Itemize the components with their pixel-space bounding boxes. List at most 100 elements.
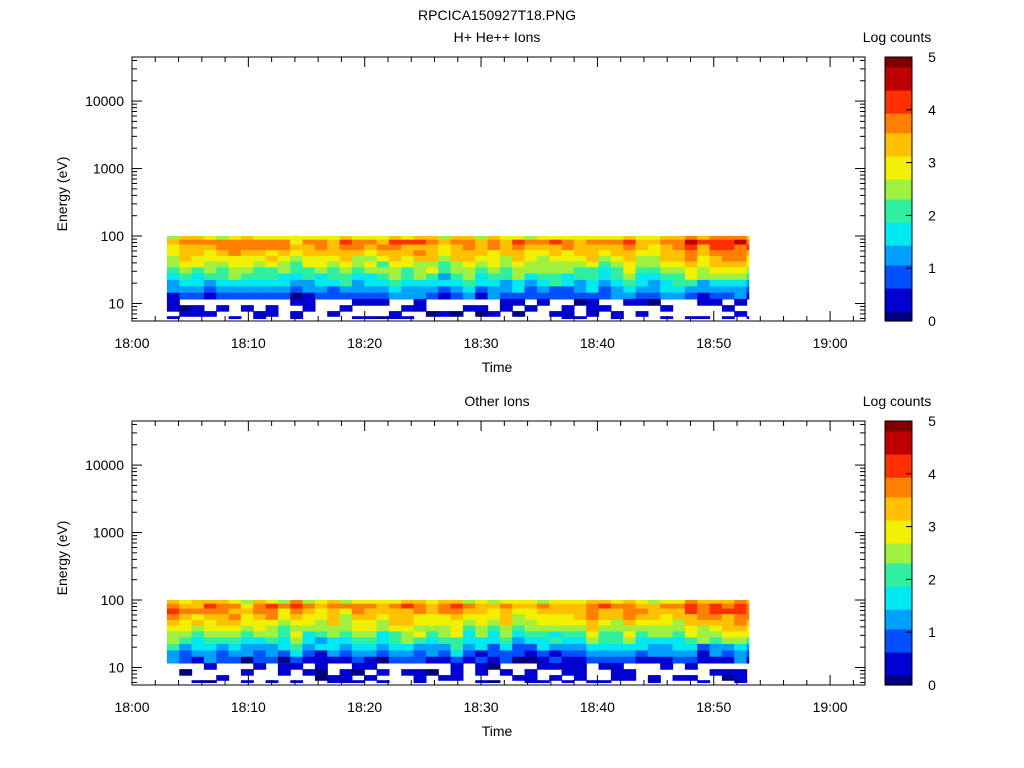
spectrogram-cell <box>475 279 489 288</box>
spectrogram-cell <box>314 255 328 263</box>
spectrogram-cell <box>401 656 415 664</box>
colorbar-swatch <box>885 212 912 216</box>
spectrogram-cell <box>302 298 316 306</box>
colorbar-swatch <box>885 136 912 141</box>
spectrogram-cell <box>265 239 279 246</box>
spectrogram-cell <box>253 603 267 610</box>
spectrogram-cell <box>376 286 390 294</box>
colorbar-label: Log counts <box>863 393 932 409</box>
spectrogram-cell <box>524 603 538 610</box>
spectrogram-cell <box>450 614 464 621</box>
spectrogram-cell <box>438 650 452 658</box>
spectrogram-cell <box>610 286 624 294</box>
spectrogram-cell <box>277 286 291 294</box>
spectrogram-cell <box>499 603 513 610</box>
spectrogram-cell <box>524 267 538 275</box>
spectrogram-cell <box>697 637 711 645</box>
spectrogram-cell <box>364 316 378 320</box>
spectrogram-cell <box>388 255 402 263</box>
spectrogram-cell <box>647 619 661 627</box>
colorbar-swatch <box>885 291 912 296</box>
spectrogram-cell <box>240 625 254 632</box>
spectrogram-cell <box>684 637 698 645</box>
spectrogram-cell <box>364 298 378 306</box>
y-axis-label: Energy (eV) <box>54 157 70 232</box>
spectrogram-cell <box>290 650 304 658</box>
spectrogram-cell <box>327 292 341 300</box>
spectrogram-cell <box>647 643 661 652</box>
spectrogram-cell <box>499 292 513 300</box>
spectrogram-cell <box>475 637 489 645</box>
spectrogram-cell <box>475 662 489 670</box>
spectrogram-cell <box>401 236 415 241</box>
spectrogram-cell <box>462 236 476 241</box>
spectrogram-cell <box>327 600 341 605</box>
spectrogram-cell <box>536 656 550 664</box>
spectrogram-cell <box>660 643 674 652</box>
spectrogram-cell <box>660 614 674 621</box>
spectrogram-cell <box>697 236 711 241</box>
colorbar-swatch <box>885 241 912 246</box>
spectrogram-cell <box>721 273 735 281</box>
spectrogram-cell <box>721 656 735 664</box>
spectrogram-cell <box>388 261 402 268</box>
colorbar-swatch <box>885 175 912 180</box>
spectrogram-cell <box>475 680 489 684</box>
spectrogram-cell <box>401 608 415 615</box>
spectrogram-cell <box>216 255 230 263</box>
spectrogram-cell <box>425 255 439 263</box>
spectrogram-cell <box>179 279 193 288</box>
spectrogram-cell <box>277 631 291 639</box>
spectrogram-cell <box>647 279 661 288</box>
spectrogram-cell <box>253 619 267 627</box>
spectrogram-cell <box>623 261 637 268</box>
spectrogram-cell <box>746 600 750 605</box>
spectrogram-cell <box>438 244 452 251</box>
spectrogram-cell <box>610 273 624 281</box>
spectrogram-cell <box>228 603 242 610</box>
spectrogram-cell <box>536 286 550 294</box>
spectrogram-cell <box>512 273 526 281</box>
spectrogram-cell <box>413 614 427 621</box>
spectrogram-cell <box>512 656 526 664</box>
spectrogram-cell <box>253 625 267 632</box>
spectrogram-cell <box>203 656 217 664</box>
spectrogram-cell <box>277 656 291 664</box>
spectrogram-cell <box>216 261 230 268</box>
spectrogram-cell <box>487 236 501 241</box>
spectrogram-cell <box>401 286 415 294</box>
spectrogram-cell <box>672 239 686 246</box>
spectrogram-cell <box>413 236 427 241</box>
colorbar-swatch <box>885 493 912 498</box>
spectrogram-cell <box>376 236 390 241</box>
spectrogram-cell <box>191 236 205 241</box>
spectrogram-cell <box>734 669 748 676</box>
spectrogram-cell <box>573 298 587 306</box>
spectrogram-cell <box>203 279 217 288</box>
spectrogram-panel: 18:00 18:10 18:20 18:30 18:40 18:50 19:0010100… <box>54 393 936 739</box>
spectrogram-cell <box>191 608 205 615</box>
spectrogram-cell <box>216 305 230 312</box>
colorbar-swatch <box>885 529 912 534</box>
spectrogram-cell <box>635 631 649 639</box>
colorbar-swatch <box>885 648 912 653</box>
colorbar-swatch <box>885 73 912 78</box>
spectrogram-cell <box>623 608 637 615</box>
colorbar-swatch <box>885 215 912 220</box>
colorbar-swatch <box>885 645 912 650</box>
spectrogram-cell <box>179 292 193 300</box>
colorbar: 0 1 2 3 4 5 Log counts <box>863 393 936 693</box>
colorbar-swatch <box>885 450 912 455</box>
spectrogram-cell <box>586 286 600 294</box>
spectrogram-cell <box>314 244 328 251</box>
spectrogram-cell <box>228 250 242 257</box>
spectrogram-cell <box>524 643 538 652</box>
colorbar-swatch <box>885 500 912 505</box>
spectrogram-cell <box>561 625 575 632</box>
spectrogram-cell <box>290 603 304 610</box>
y-tick-label: 10000 <box>85 457 124 473</box>
spectrogram-cell <box>561 643 575 652</box>
spectrogram-cell <box>327 680 341 684</box>
spectrogram-cell <box>290 279 304 288</box>
